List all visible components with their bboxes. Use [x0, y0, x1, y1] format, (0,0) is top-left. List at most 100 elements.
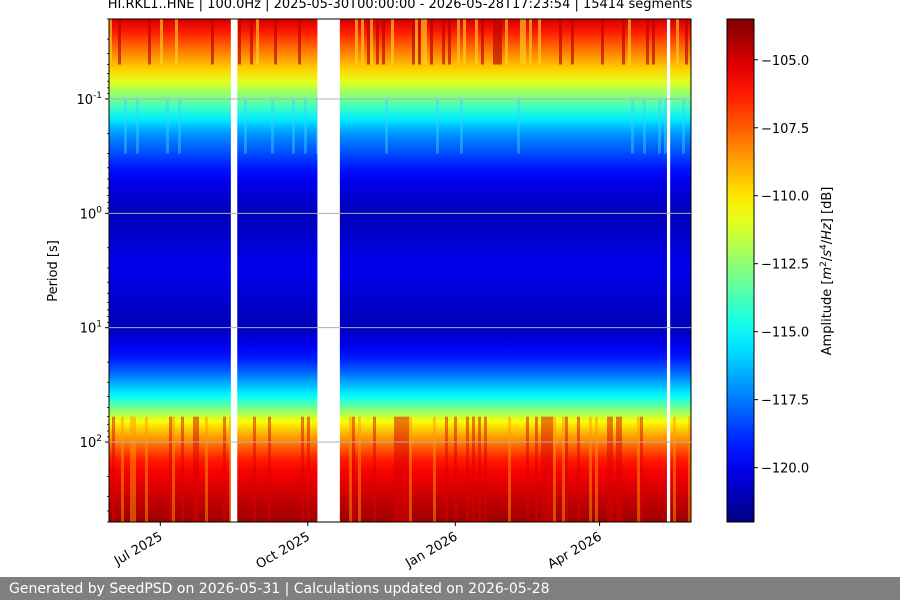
colorbar-tick-label: −115.0 [761, 326, 809, 341]
heatmap-cell [418, 19, 421, 65]
heatmap-cell [145, 416, 148, 522]
heatmap-cell [112, 416, 115, 522]
heatmap-cell [493, 19, 496, 65]
heatmap-cell [196, 416, 199, 522]
colorbar-tick-label: −117.5 [761, 394, 809, 409]
plot-frame [108, 18, 692, 523]
x-tick-label: Apr 2026 [545, 529, 604, 572]
heatmap-cell [520, 19, 523, 65]
heatmap-cell [307, 416, 310, 522]
heatmap-cell [658, 98, 661, 154]
heatmap-cell [205, 416, 208, 522]
heatmap-cell [211, 19, 214, 65]
x-tick-label: Jan 2026 [402, 529, 460, 571]
heatmap-cell [172, 416, 175, 522]
heatmap-cell [475, 19, 478, 65]
heatmap-cell [124, 98, 127, 154]
heatmap-cell [631, 98, 634, 154]
heatmap-cell [385, 98, 388, 154]
colorbar-tick-label: −120.0 [761, 462, 809, 477]
heatmap-cell [688, 416, 691, 522]
heatmap-cell [616, 416, 619, 522]
heatmap-cell [253, 416, 256, 522]
heatmap-cell [433, 416, 436, 522]
heatmap-cell [565, 416, 568, 522]
heatmap-cell [535, 416, 538, 522]
heatmap-cell [382, 19, 385, 65]
colorbar: −105.0 −107.5 −110.0 −112.5 −115.0 −117.5 −120… [726, 18, 809, 523]
heatmap-cell [541, 416, 544, 522]
heatmap-cell [169, 416, 172, 522]
heatmap-cell [523, 19, 526, 65]
heatmap-cell [463, 19, 466, 65]
data-gap [230, 19, 238, 522]
y-tick-label: 100 [80, 205, 103, 222]
x-tick-label: Oct 2025 [254, 529, 313, 572]
heatmap-cell [349, 416, 352, 522]
heatmap-cell [373, 416, 376, 522]
heatmap-cell [436, 98, 439, 154]
heatmap-cell [160, 19, 163, 65]
heatmap-cell [358, 416, 361, 522]
heatmap-cell [478, 416, 481, 522]
heatmap-cell [466, 416, 469, 522]
heatmap-cell [550, 416, 553, 522]
colorbar-tick-label: −112.5 [761, 258, 809, 273]
heatmap-cell [376, 19, 379, 65]
heatmap-cell [643, 98, 646, 154]
heatmap-cell [496, 19, 499, 65]
footer-bar: Generated by SeedPSD on 2026-05-31 | Cal… [0, 577, 900, 600]
y-tick-label: 101 [80, 320, 102, 337]
heatmap-cell [409, 416, 412, 522]
heatmap-cell [292, 98, 295, 154]
heatmap-cell [430, 19, 433, 65]
heatmap-cell [640, 416, 643, 522]
heatmap-cell [595, 416, 598, 522]
heatmap-cell [274, 19, 277, 65]
heatmap-cell [442, 19, 445, 65]
heatmap-cell [415, 19, 418, 65]
heatmap-cell [547, 416, 550, 522]
heatmap-cell [400, 416, 403, 522]
heatmap-cell [397, 416, 400, 522]
data-gap [317, 19, 340, 522]
heatmap-cell [538, 19, 541, 65]
heatmap-cell [622, 19, 625, 65]
heatmap-cell [406, 416, 409, 522]
heatmap-cell [454, 416, 457, 522]
heatmap-cell [412, 19, 415, 65]
heatmap-cell [460, 98, 463, 154]
colorbar-label: Amplitude [m2/s4/Hz] [dB] [819, 187, 835, 356]
heatmap-cell [229, 416, 232, 522]
heatmap-cell [652, 19, 655, 65]
heatmap-cell [268, 416, 271, 522]
heatmap-cell [472, 416, 475, 522]
heatmap-cell [250, 19, 253, 65]
heatmap-cell [166, 98, 169, 154]
heatmap-cell [271, 98, 274, 154]
heatmap-cell [619, 416, 622, 522]
heatmap-cell [646, 19, 649, 65]
heatmap-cell [352, 416, 355, 522]
heatmap-cell [673, 416, 676, 522]
heatmap-cell [457, 19, 460, 65]
heatmap-cell [301, 416, 304, 522]
heatmap-cell [403, 416, 406, 522]
y-tick-label: 10-1 [76, 91, 102, 108]
heatmap-cell [676, 19, 679, 65]
heatmap-cell [244, 98, 247, 154]
heatmap-cell [181, 416, 184, 522]
heatmap-cell [571, 19, 574, 65]
heatmap-cell [367, 19, 370, 65]
heatmap-cell [517, 98, 520, 154]
y-tick-label: 102 [80, 434, 102, 451]
heatmap-cell [391, 19, 394, 65]
y-axis-label: Period [s] [46, 240, 61, 302]
heatmap-cell [610, 416, 613, 522]
heatmap-cell [193, 416, 196, 522]
heatmap-cell [529, 19, 532, 65]
heatmap-cell [559, 19, 562, 65]
heatmap-cell [685, 19, 688, 65]
heatmap-cell [448, 19, 451, 65]
